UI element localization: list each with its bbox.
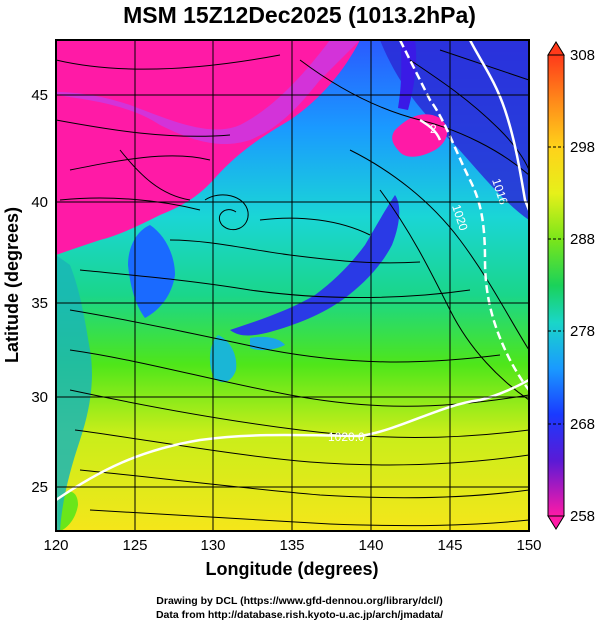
x-tick-label: 135	[279, 537, 304, 554]
x-tick-label: 145	[437, 537, 462, 554]
y-axis-ticks: 25 30 35 40 45	[31, 87, 48, 496]
lat-lon-grid	[56, 40, 529, 531]
y-tick-label: 25	[31, 479, 48, 496]
isobar-labels: 1020.0 1020 1016 2	[328, 122, 511, 444]
x-axis-label: Longitude (degrees)	[205, 559, 378, 579]
y-tick-label: 40	[31, 194, 48, 211]
hokkaido-land	[392, 114, 448, 157]
x-axis-ticks: 120 125 130 135 140 145 150	[43, 537, 541, 554]
x-tick-label: 130	[200, 537, 225, 554]
isobar-label-1020.0: 1020.0	[328, 430, 365, 444]
y-axis-label: Latitude (degrees)	[2, 207, 22, 363]
x-tick-label: 125	[122, 537, 147, 554]
map-title: MSM 15Z12Dec2025 (1013.2hPa)	[123, 2, 476, 28]
plot-frame	[55, 39, 530, 532]
sakhalin-land	[398, 40, 417, 110]
map-field: 1020.0 1020 1016 2	[56, 40, 529, 531]
colorbar-label: 278	[570, 323, 595, 340]
x-tick-label: 140	[358, 537, 383, 554]
colorbar-label: 258	[570, 508, 595, 525]
colorbar-scale	[547, 54, 565, 517]
colorbar-label: 288	[570, 231, 595, 248]
y-tick-label: 30	[31, 389, 48, 406]
credit-data-source: Data from http://database.rish.kyoto-u.a…	[155, 609, 444, 621]
x-tick-label: 150	[516, 537, 541, 554]
shikoku-land	[250, 336, 285, 351]
kyushu-land	[209, 335, 237, 383]
y-tick-label: 35	[31, 295, 48, 312]
colorbar-label: 308	[570, 47, 595, 64]
china-coast-land	[56, 255, 92, 531]
wind-streamlines	[56, 49, 529, 527]
korea-land	[128, 225, 175, 318]
isobar-label-2: 2	[430, 122, 437, 136]
continent-interior	[56, 40, 360, 145]
honshu-land	[230, 195, 400, 336]
colorbar-label: 268	[570, 416, 595, 433]
credit-drawing: Drawing by DCL (https://www.gfd-dennou.o…	[156, 595, 443, 607]
x-tick-label: 120	[43, 537, 68, 554]
colorbar-label: 298	[570, 139, 595, 156]
isobars	[56, 40, 529, 502]
cold-sea-northeast	[380, 40, 529, 220]
colorbar: 308 298 288 278 268 258	[547, 41, 595, 530]
colorbar-top-arrow	[547, 41, 565, 56]
y-tick-label: 45	[31, 87, 48, 104]
colorbar-bottom-arrow	[547, 515, 565, 530]
